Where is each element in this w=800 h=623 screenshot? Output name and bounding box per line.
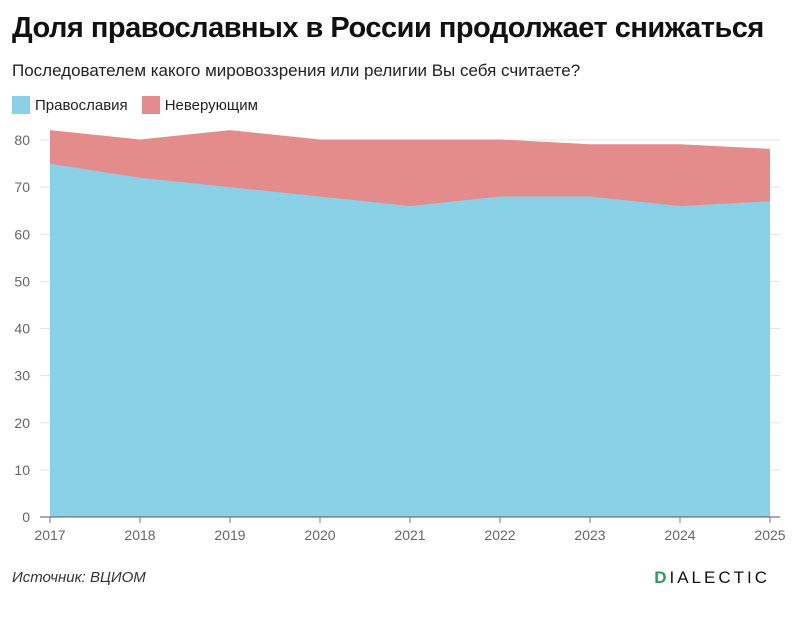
area-edge-series-1 [49,130,771,150]
y-tick-label-60: 60 [14,226,30,242]
x-tick-label-2019: 2019 [214,527,245,543]
x-tick-label-2023: 2023 [574,527,605,543]
source-note: Источник: ВЦИОМ [12,569,146,586]
x-tick-label-2022: 2022 [484,527,515,543]
x-tick-label-2024: 2024 [664,527,695,543]
x-tick-label-2020: 2020 [304,527,335,543]
logo-letter-d: D [654,568,670,587]
y-tick-label-30: 30 [14,368,30,384]
chart-title: Доля православных в России продолжает сн… [12,12,764,44]
y-tick-label-0: 0 [22,509,30,525]
legend-label-nonbelievers: Неверующим [164,96,258,114]
x-tick-label-2025: 2025 [754,527,785,543]
chart-subtitle: Последователем какого мировоззрения или … [12,61,581,80]
x-tick-label-2018: 2018 [124,527,155,543]
legend: Православия Неверующим [12,96,272,114]
logo-text: IALECTIC [669,568,770,587]
y-tick-label-80: 80 [14,132,30,148]
legend-item-nonbelievers: Неверующим [141,96,258,114]
y-tick-label-10: 10 [14,462,30,478]
y-tick-label-20: 20 [14,415,30,431]
legend-label-orthodox: Православия [35,96,128,114]
y-tick-label-50: 50 [14,273,30,289]
area-series-0 [50,163,770,517]
x-tick-label-2021: 2021 [394,527,425,543]
area-chart: 0 10 20 30 40 50 60 70 80 2017 2018 2019 2020 2021 202… [14,130,786,543]
x-tick-label-2017: 2017 [34,527,65,543]
legend-swatch-nonbelievers [141,96,160,114]
dialectic-logo: D IALECTIC [654,568,770,588]
legend-swatch-orthodox [12,96,30,114]
y-tick-label-70: 70 [14,179,30,195]
legend-item-orthodox: Православия [12,96,128,114]
y-tick-label-40: 40 [14,321,30,337]
area-series-1 [50,130,770,206]
